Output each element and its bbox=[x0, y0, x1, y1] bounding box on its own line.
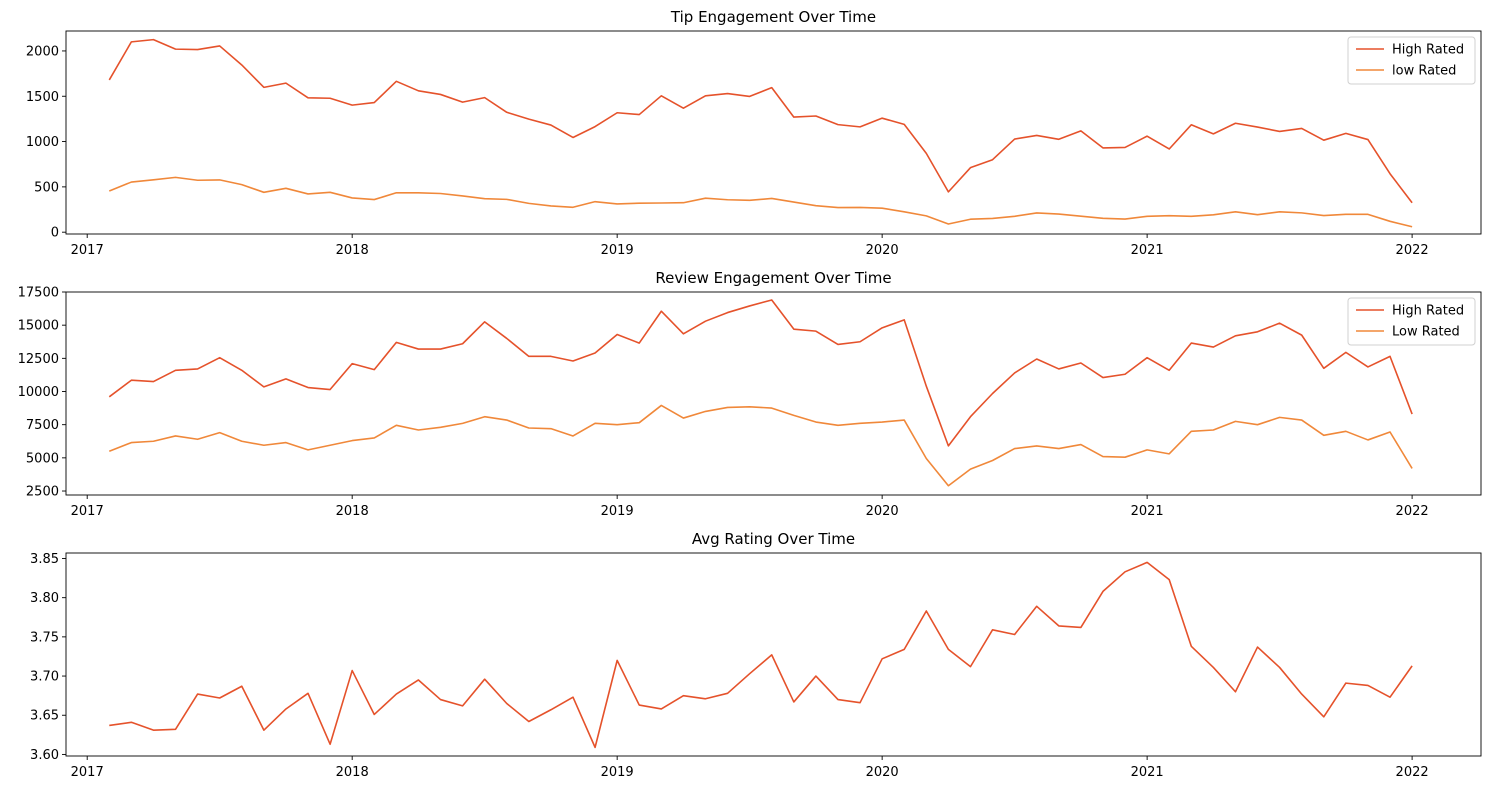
legend-label: Low Rated bbox=[1392, 325, 1460, 340]
chart-title: Review Engagement Over Time bbox=[655, 269, 891, 287]
legend-label: High Rated bbox=[1392, 43, 1464, 58]
x-tick-label: 2019 bbox=[601, 243, 634, 258]
legend-label: low Rated bbox=[1392, 64, 1456, 79]
x-tick-label: 2022 bbox=[1396, 504, 1429, 519]
y-tick-label: 3.65 bbox=[30, 709, 59, 724]
x-tick-label: 2020 bbox=[866, 765, 899, 780]
series-line-2 bbox=[108, 176, 1413, 228]
x-tick-label: 2020 bbox=[866, 243, 899, 258]
y-tick-label: 3.85 bbox=[30, 552, 59, 567]
y-tick-label: 3.75 bbox=[30, 630, 59, 645]
chart-panel-1: Tip Engagement Over Time 2017 2018 2019 2020… bbox=[26, 8, 1482, 258]
plot-frame bbox=[65, 552, 1482, 757]
x-tick-label: 2017 bbox=[71, 504, 104, 519]
x-tick-label: 2022 bbox=[1396, 765, 1429, 780]
x-tick-label: 2021 bbox=[1131, 504, 1164, 519]
plot-frame bbox=[65, 291, 1482, 496]
series-line-1 bbox=[109, 561, 1413, 749]
legend: High Rated Low Rated bbox=[1347, 297, 1476, 346]
y-tick-label: 2000 bbox=[26, 44, 59, 59]
x-tick-label: 2019 bbox=[601, 765, 634, 780]
x-tick-label: 2018 bbox=[336, 243, 369, 258]
x-tick-label: 2020 bbox=[866, 504, 899, 519]
plot-frame bbox=[65, 30, 1482, 235]
x-tick-label: 2021 bbox=[1131, 765, 1164, 780]
series-line-2 bbox=[108, 404, 1413, 487]
y-tick-label: 1500 bbox=[26, 90, 59, 105]
y-tick-label: 0 bbox=[51, 226, 59, 241]
x-tick-label: 2021 bbox=[1131, 243, 1164, 258]
x-tick-label: 2018 bbox=[336, 504, 369, 519]
y-tick-label: 3.70 bbox=[30, 670, 59, 685]
chart-title: Tip Engagement Over Time bbox=[670, 8, 876, 26]
y-tick-label: 3.60 bbox=[30, 748, 59, 763]
y-tick-label: 1000 bbox=[26, 135, 59, 150]
y-tick-label: 5000 bbox=[26, 451, 59, 466]
series-line-1 bbox=[108, 299, 1413, 447]
y-tick-label: 7500 bbox=[26, 418, 59, 433]
y-tick-label: 10000 bbox=[18, 385, 59, 400]
x-tick-label: 2022 bbox=[1396, 243, 1429, 258]
y-tick-label: 15000 bbox=[18, 319, 59, 334]
chart-panel-2: Review Engagement Over Time 2017 2018 2019 2… bbox=[18, 269, 1482, 519]
legend-label: High Rated bbox=[1392, 304, 1464, 319]
y-tick-label: 3.80 bbox=[30, 591, 59, 606]
y-tick-label: 500 bbox=[34, 180, 59, 195]
x-tick-label: 2017 bbox=[71, 243, 104, 258]
y-tick-label: 17500 bbox=[18, 286, 59, 301]
x-tick-label: 2017 bbox=[71, 765, 104, 780]
chart-title: Avg Rating Over Time bbox=[692, 530, 855, 548]
x-tick-label: 2019 bbox=[601, 504, 634, 519]
x-tick-label: 2018 bbox=[336, 765, 369, 780]
legend: High Rated low Rated bbox=[1347, 36, 1476, 85]
chart-panel-3: Avg Rating Over Time 2017 2018 2019 2020 2021… bbox=[30, 530, 1482, 780]
series-line-1 bbox=[108, 38, 1413, 204]
y-tick-label: 12500 bbox=[18, 352, 59, 367]
y-tick-label: 2500 bbox=[26, 485, 59, 500]
